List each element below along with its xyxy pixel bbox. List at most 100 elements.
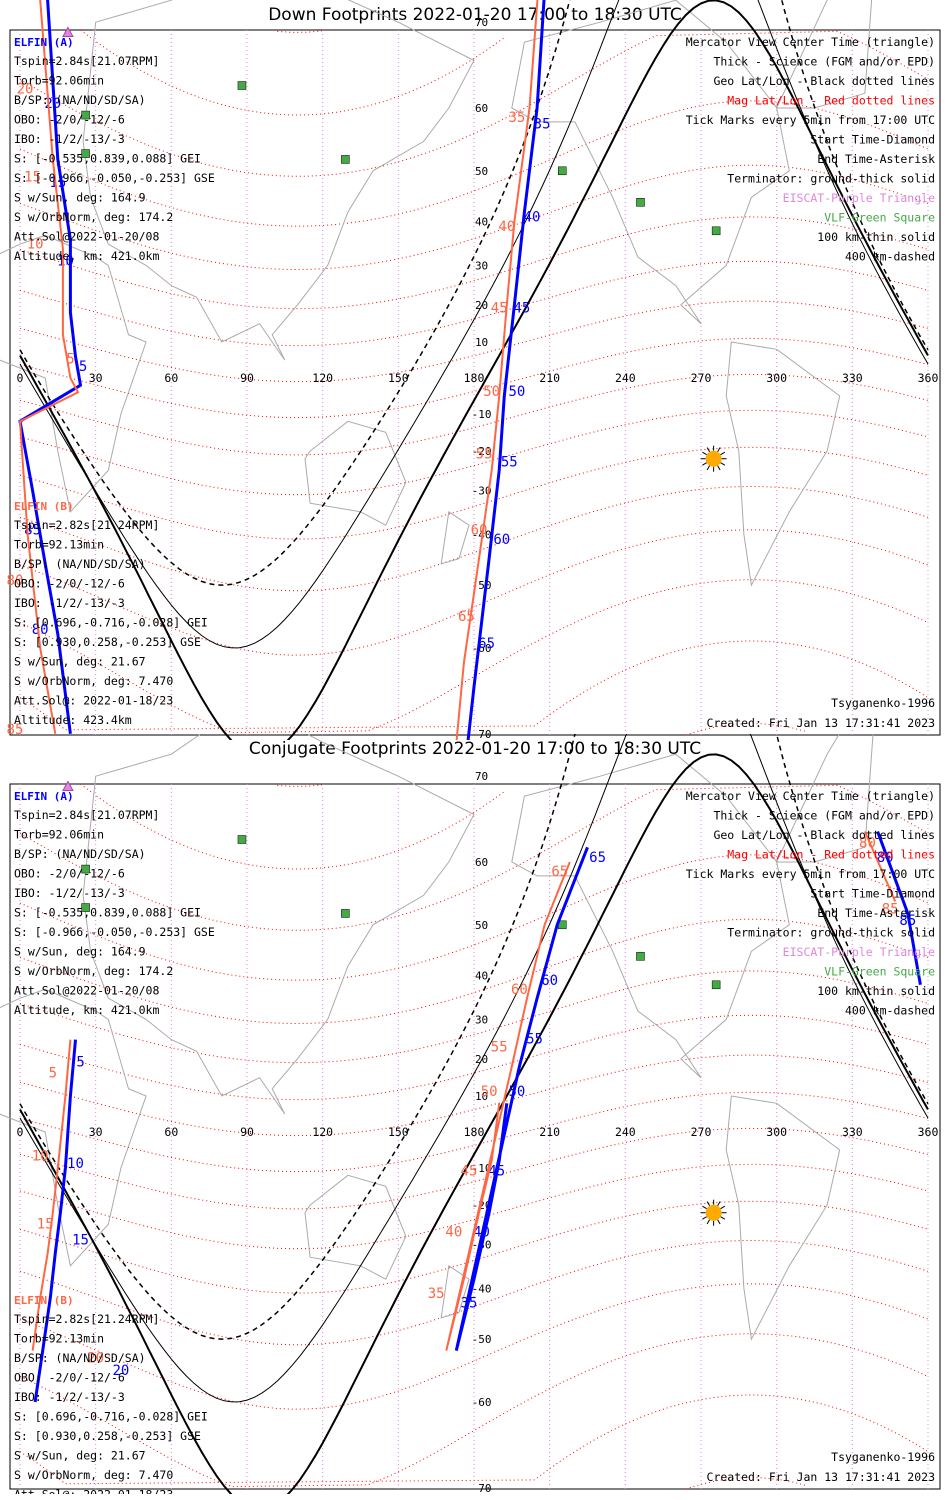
mag-lat-line xyxy=(19,784,929,931)
elfin-a-param: Torb=92.06min xyxy=(14,828,104,842)
elfin-b-param: S w/OrbNorm, deg: 7.470 xyxy=(14,1468,173,1482)
terminator-ground xyxy=(19,0,929,740)
lat-label: 40 xyxy=(475,970,488,983)
sun-disk xyxy=(705,1204,722,1221)
lon-tick-label: 120 xyxy=(312,371,333,385)
tick-mark-label: 60 xyxy=(471,522,488,538)
sun-ray xyxy=(717,447,721,453)
mag-lat-line xyxy=(277,30,323,33)
footprint-track xyxy=(466,0,546,740)
mag-lat-line xyxy=(19,164,929,271)
legend-item: VLF-Green Square xyxy=(824,965,935,979)
mag-lat-line xyxy=(19,300,929,383)
sun-icon xyxy=(700,445,727,472)
terminator-400km xyxy=(19,734,929,1340)
tick-mark-label: 65 xyxy=(589,850,606,866)
vlf-station xyxy=(81,903,90,912)
coastline xyxy=(82,0,475,361)
mag-lat-line xyxy=(19,1127,929,1210)
elfin-b-param: Tspin=2.82s[21.24RPM] xyxy=(14,1312,159,1326)
tick-mark-label: 50 xyxy=(508,1084,525,1100)
terminator-400km xyxy=(19,0,929,586)
terminators xyxy=(19,734,929,1494)
lat-label: 50 xyxy=(475,919,488,932)
lon-tick-label: 240 xyxy=(615,1125,636,1139)
legend-item: Mercator View Center Time (triangle) xyxy=(686,789,935,803)
coastline xyxy=(304,1174,407,1280)
lon-tick-label: 360 xyxy=(918,1125,939,1139)
elfin-a-param: B/SP: (NA/ND/SD/SA) xyxy=(14,93,146,107)
tick-mark-label: 55 xyxy=(491,1039,508,1055)
legend-item: 400 km-dashed xyxy=(845,1004,935,1018)
elfin-a-param: IBO: -1/2/-13/-3 xyxy=(14,886,125,900)
sun-ray xyxy=(717,1201,721,1207)
lon-tick-label: 270 xyxy=(691,1125,712,1139)
tick-mark-label: 5 xyxy=(49,1066,57,1082)
coastline xyxy=(511,0,790,325)
tick-mark-label: 80 xyxy=(32,622,49,638)
geo-grid xyxy=(19,30,929,735)
sun-ray xyxy=(720,1216,726,1220)
tick-mark-label: 40 xyxy=(473,1224,490,1240)
vlf-station xyxy=(636,952,645,961)
tick-mark-label: 50 xyxy=(508,384,525,400)
legend-item: Tick Marks every 5min from 17:00 UTC xyxy=(686,113,935,127)
sun-ray xyxy=(702,462,707,466)
lat-label: 30 xyxy=(475,259,488,272)
elfin-b-param: Torb=92.13min xyxy=(14,538,104,552)
sun-ray xyxy=(720,1205,726,1210)
mag-lat-line xyxy=(80,29,505,116)
tick-mark-label: 45 xyxy=(461,1163,478,1179)
legend-item: Geo Lat/Lon - Black dotted lines xyxy=(713,828,935,842)
sun-ray xyxy=(706,1219,711,1225)
coastline xyxy=(511,753,790,1079)
sun-ray xyxy=(702,1216,707,1220)
tick-mark-label: 15 xyxy=(72,1233,89,1249)
sun-icon xyxy=(700,1199,727,1226)
lat-label: 40 xyxy=(475,216,488,229)
elfin-b-param: Tspin=2.82s[21.24RPM] xyxy=(14,518,159,532)
coastline xyxy=(440,510,470,565)
sun-disk xyxy=(705,450,722,467)
elfin-a-param: Tspin=2.84s[21.07RPM] xyxy=(14,54,159,68)
elfin-a-name: ELFIN (A) xyxy=(14,790,74,803)
elfin-a-param: S: [-0.966,-0.050,-0.253] GSE xyxy=(14,171,215,185)
sun-ray xyxy=(702,451,707,456)
tick-mark-label: 85 xyxy=(7,722,24,738)
series-elfin-a: 5 10 15 20 35 40 45 50 55 60 65 80 85 xyxy=(33,830,922,1403)
tick-mark-label: 50 xyxy=(481,1084,498,1100)
legend-item: Start Time-Diamond xyxy=(810,133,935,147)
vlf-station xyxy=(341,909,350,918)
tick-mark-label: 35 xyxy=(508,110,525,126)
lat-label: -40 xyxy=(472,1282,492,1295)
legend-item: 100 km-thin solid xyxy=(817,230,935,244)
elfin-b-info: ELFIN (B) Tspin=2.82s[21.24RPM] Torb=92.13… xyxy=(14,500,208,727)
elfin-a-param: OBO: -2/0/-12/-6 xyxy=(14,867,125,881)
elfin-a-param: Altitude, km: 421.0km xyxy=(14,1003,159,1017)
elfin-a-param: Att.Sol@2022-01-20/08 xyxy=(14,984,159,998)
footprint-track xyxy=(33,1039,77,1403)
elfin-a-param: S: [-0.535,0.839,0.088] GEI xyxy=(14,152,201,166)
coastline xyxy=(725,341,841,587)
footprint-track xyxy=(863,831,897,902)
coastlines xyxy=(0,734,874,1341)
mag-lat-line xyxy=(19,446,929,540)
lon-tick-label: 90 xyxy=(240,1125,254,1139)
elfin-b-info: ELFIN (B) Tspin=2.82s[21.24RPM] Torb=92.13… xyxy=(14,1294,208,1494)
lon-tick-label: 270 xyxy=(691,371,712,385)
sun-ray xyxy=(717,465,721,471)
legend-item: Mercator View Center Time (triangle) xyxy=(686,35,935,49)
tick-mark-label: 20 xyxy=(17,81,34,97)
tick-mark-label: 10 xyxy=(27,237,44,253)
legend-item: 100 km-thin solid xyxy=(817,984,935,998)
coastline xyxy=(775,0,873,109)
elfin-b-param: OBO: -2/0/-12/-6 xyxy=(14,1371,125,1385)
lat-label: 70 xyxy=(475,16,488,29)
elfin-a-param: Torb=92.06min xyxy=(14,74,104,88)
coastline xyxy=(304,420,407,526)
vlf-station xyxy=(237,81,247,90)
lat-label: -10 xyxy=(472,408,492,421)
tick-mark-label: 35 xyxy=(534,117,551,133)
tick-mark-label: 15 xyxy=(37,1216,54,1232)
legend-item: Start Time-Diamond xyxy=(810,887,935,901)
